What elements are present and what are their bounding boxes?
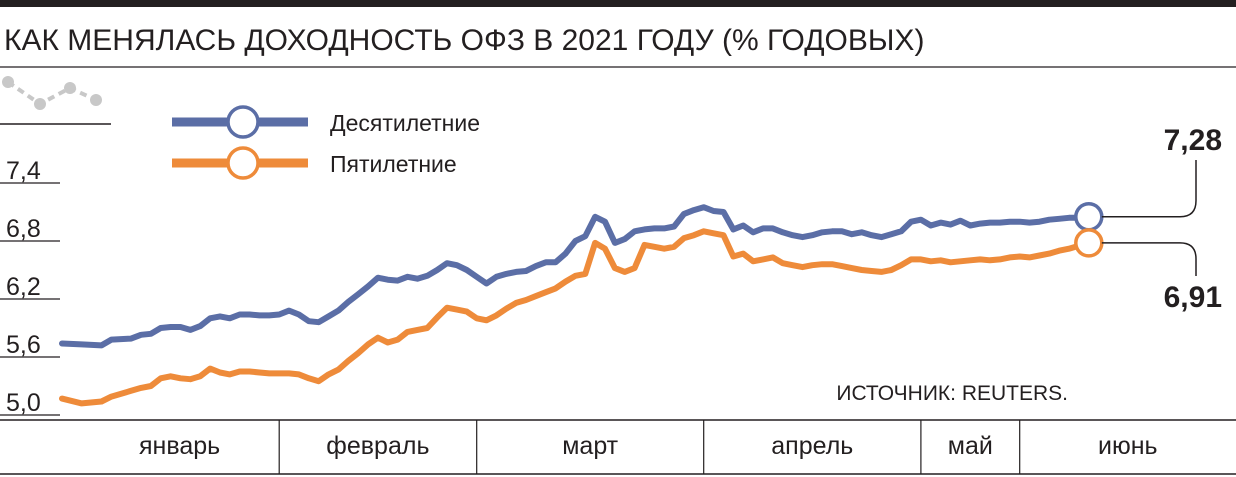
x-axis-months: январь февраль март апрель май июнь — [139, 420, 1158, 474]
end-point-5y — [1074, 228, 1104, 258]
legend-item-10y: Десятилетние — [172, 105, 480, 139]
chart-title: КАК МЕНЯЛАСЬ ДОХОДНОСТЬ ОФЗ В 2021 ГОДУ … — [4, 24, 924, 57]
source-note: ИСТОЧНИК: REUTERS. — [836, 382, 1068, 405]
month-label: февраль — [326, 432, 429, 460]
legend: Десятилетние Пятилетние — [172, 105, 480, 180]
month-label: март — [562, 432, 618, 460]
month-label: апрель — [771, 432, 853, 460]
end-value-5y: 6,91 — [1164, 281, 1222, 314]
top-rule — [0, 0, 1236, 7]
month-label: май — [948, 432, 993, 460]
legend-label-10y: Десятилетние — [330, 110, 480, 136]
y-tick-label: 5,6 — [6, 331, 41, 359]
y-tick-label: 7,4 — [6, 157, 41, 185]
month-label: январь — [139, 432, 220, 460]
series-line-5y — [59, 228, 1092, 407]
month-label: июнь — [1098, 432, 1158, 460]
callout-line-10y — [1101, 160, 1197, 218]
legend-marker-10y — [226, 105, 260, 139]
legend-label-5y: Пятилетние — [330, 151, 457, 177]
y-tick-label: 6,8 — [6, 215, 41, 243]
callout-line-5y — [1101, 242, 1197, 276]
y-tick-label: 6,2 — [6, 273, 41, 301]
end-point-10y — [1074, 202, 1104, 232]
series-line-10y — [59, 204, 1092, 349]
y-tick-label: 5,0 — [6, 389, 41, 417]
legend-item-5y: Пятилетние — [172, 146, 457, 180]
line-chart-icon — [2, 76, 102, 110]
end-value-10y: 7,28 — [1164, 124, 1222, 157]
y-axis: 7,4 6,8 6,2 5,6 5,0 — [0, 157, 60, 417]
legend-marker-5y — [226, 146, 260, 180]
